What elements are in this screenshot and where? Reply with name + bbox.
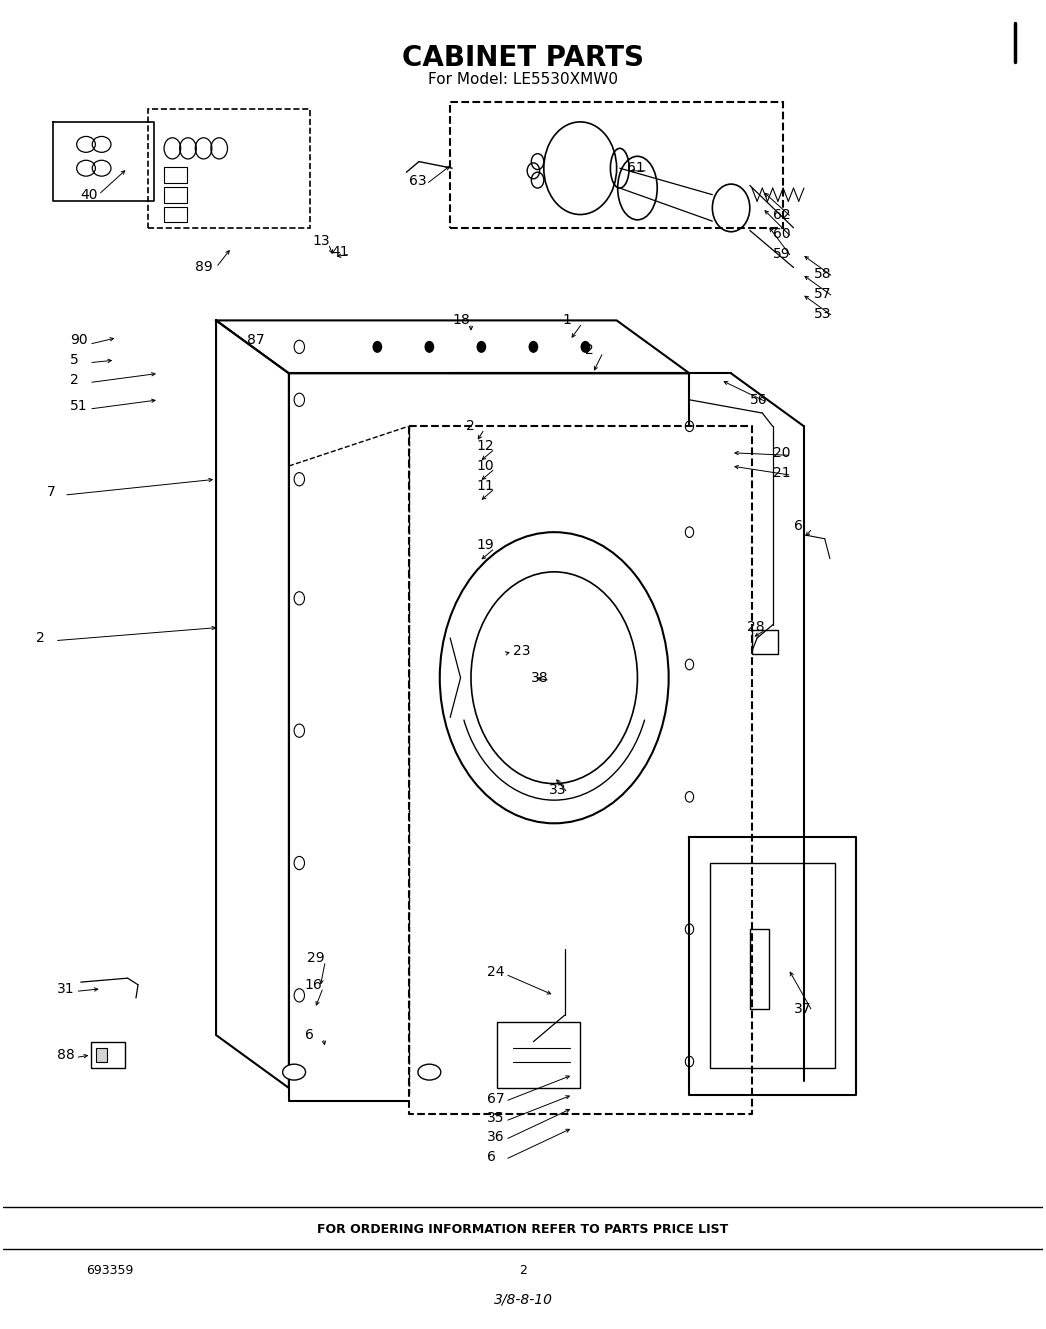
Circle shape: [477, 342, 485, 352]
Bar: [164, 206, 187, 222]
Text: 7: 7: [46, 485, 55, 500]
Polygon shape: [217, 320, 289, 1088]
Text: 693359: 693359: [86, 1264, 134, 1277]
Text: 41: 41: [332, 245, 349, 259]
Text: 10: 10: [476, 459, 494, 473]
Text: 36: 36: [486, 1130, 504, 1144]
Text: 29: 29: [306, 952, 324, 965]
Text: For Model: LE5530XMW0: For Model: LE5530XMW0: [428, 72, 618, 86]
Circle shape: [425, 342, 433, 352]
Text: 35: 35: [486, 1111, 504, 1126]
Polygon shape: [289, 373, 689, 1102]
Circle shape: [529, 342, 538, 352]
Bar: [96, 1049, 107, 1062]
Text: CABINET PARTS: CABINET PARTS: [402, 44, 644, 72]
Text: 6: 6: [304, 1029, 314, 1042]
Text: 2: 2: [36, 631, 45, 645]
Bar: [710, 863, 835, 1069]
Text: 37: 37: [794, 1002, 811, 1015]
Text: 31: 31: [56, 982, 74, 995]
Text: 38: 38: [531, 671, 549, 684]
Circle shape: [582, 342, 590, 352]
Text: 40: 40: [81, 187, 98, 202]
Text: 19: 19: [476, 538, 494, 553]
Bar: [497, 1022, 581, 1088]
Text: 53: 53: [815, 307, 832, 320]
Text: 89: 89: [196, 260, 213, 275]
Text: 6: 6: [794, 518, 802, 533]
Text: 33: 33: [549, 783, 567, 797]
Text: 16: 16: [304, 978, 322, 991]
Polygon shape: [409, 427, 752, 1115]
Polygon shape: [217, 320, 689, 373]
Text: 5: 5: [70, 354, 79, 367]
Bar: [91, 1042, 124, 1069]
Text: 12: 12: [476, 439, 494, 453]
Bar: [450, 102, 783, 227]
Text: 60: 60: [773, 227, 791, 242]
Circle shape: [373, 342, 382, 352]
Text: 21: 21: [773, 465, 791, 480]
Text: 28: 28: [747, 621, 765, 634]
Text: 1: 1: [563, 314, 571, 327]
Text: 58: 58: [815, 267, 832, 282]
Text: 62: 62: [773, 207, 791, 222]
Text: 59: 59: [773, 247, 791, 262]
Text: 51: 51: [70, 400, 88, 413]
Text: 2: 2: [519, 1264, 527, 1277]
Bar: [149, 109, 310, 227]
Ellipse shape: [282, 1065, 305, 1080]
Text: 2: 2: [465, 419, 475, 433]
Text: 13: 13: [313, 234, 331, 249]
Text: 18: 18: [452, 314, 470, 327]
Text: 67: 67: [486, 1091, 504, 1106]
Polygon shape: [689, 836, 856, 1095]
Text: 23: 23: [513, 645, 530, 658]
Bar: [164, 187, 187, 202]
Text: 61: 61: [627, 161, 644, 175]
Ellipse shape: [418, 1065, 440, 1080]
Text: 11: 11: [476, 478, 494, 493]
Text: 6: 6: [486, 1150, 496, 1164]
Text: 87: 87: [247, 334, 265, 347]
Bar: [752, 630, 778, 654]
Bar: [750, 929, 769, 1009]
Text: FOR ORDERING INFORMATION REFER TO PARTS PRICE LIST: FOR ORDERING INFORMATION REFER TO PARTS …: [317, 1223, 729, 1236]
Bar: [164, 167, 187, 183]
Text: 57: 57: [815, 287, 832, 300]
Text: 3/8-8-10: 3/8-8-10: [494, 1293, 552, 1306]
Text: 20: 20: [773, 445, 790, 460]
Text: 2: 2: [586, 343, 594, 356]
Polygon shape: [52, 122, 154, 201]
Text: 24: 24: [486, 965, 504, 978]
Text: 90: 90: [70, 334, 88, 347]
Text: 63: 63: [409, 174, 426, 189]
Text: 88: 88: [56, 1047, 74, 1062]
Text: 2: 2: [70, 373, 79, 387]
Text: 56: 56: [750, 393, 768, 407]
